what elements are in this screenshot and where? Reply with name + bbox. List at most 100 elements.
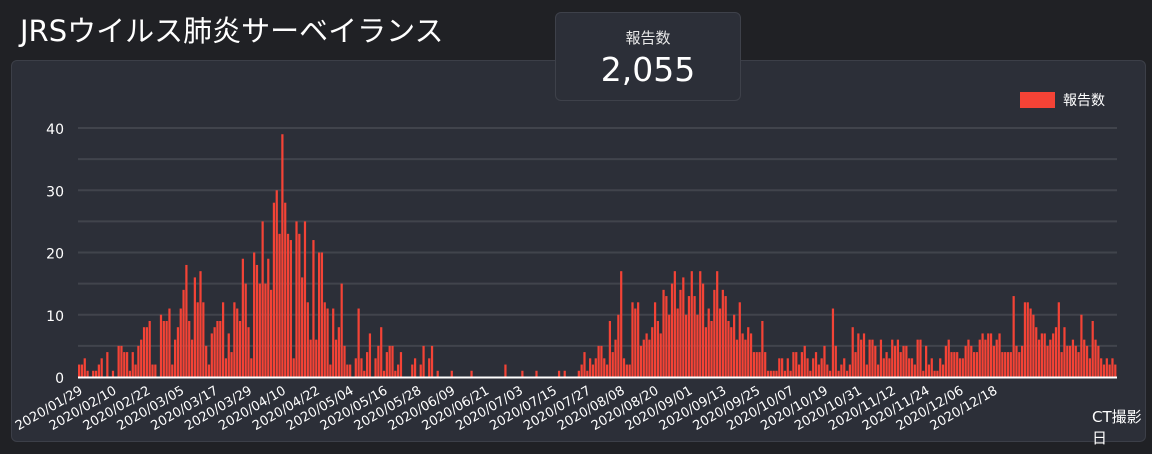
bar[interactable] bbox=[205, 345, 208, 378]
bar[interactable] bbox=[86, 370, 89, 377]
bar[interactable] bbox=[885, 352, 888, 377]
bar[interactable] bbox=[656, 320, 660, 377]
bar[interactable] bbox=[831, 308, 835, 377]
bar[interactable] bbox=[648, 339, 651, 377]
bar[interactable] bbox=[826, 364, 829, 377]
bar[interactable] bbox=[295, 221, 298, 378]
bar[interactable] bbox=[622, 358, 626, 377]
bar[interactable] bbox=[179, 308, 182, 377]
bar[interactable] bbox=[315, 339, 318, 377]
bar[interactable] bbox=[899, 352, 902, 377]
bar[interactable] bbox=[193, 277, 196, 377]
bar[interactable] bbox=[1018, 352, 1021, 377]
bar[interactable] bbox=[665, 296, 668, 377]
bar[interactable] bbox=[925, 345, 928, 378]
bar[interactable] bbox=[586, 370, 589, 377]
bar[interactable] bbox=[679, 289, 682, 377]
bar[interactable] bbox=[557, 370, 561, 377]
bar[interactable] bbox=[653, 302, 657, 377]
bar[interactable] bbox=[611, 352, 614, 377]
bar[interactable] bbox=[428, 358, 431, 377]
bar[interactable] bbox=[1077, 352, 1080, 377]
bar[interactable] bbox=[219, 320, 222, 377]
bar[interactable] bbox=[165, 320, 168, 377]
bar[interactable] bbox=[286, 233, 290, 377]
bar[interactable] bbox=[1054, 327, 1058, 377]
bar[interactable] bbox=[78, 364, 81, 377]
bar[interactable] bbox=[289, 240, 292, 377]
bar[interactable] bbox=[651, 327, 654, 377]
bar[interactable] bbox=[639, 345, 643, 378]
bar[interactable] bbox=[741, 333, 744, 377]
bar[interactable] bbox=[264, 283, 267, 378]
bar[interactable] bbox=[998, 333, 1001, 377]
bar[interactable] bbox=[391, 345, 394, 378]
bar[interactable] bbox=[148, 320, 151, 377]
bar[interactable] bbox=[905, 345, 908, 378]
bar[interactable] bbox=[687, 296, 691, 377]
bar[interactable] bbox=[1001, 352, 1004, 377]
bar[interactable] bbox=[933, 370, 936, 377]
bar[interactable] bbox=[159, 314, 163, 377]
bar[interactable] bbox=[975, 352, 979, 377]
bar[interactable] bbox=[727, 320, 730, 377]
bar[interactable] bbox=[617, 314, 620, 377]
bar[interactable] bbox=[422, 345, 425, 378]
bar[interactable] bbox=[964, 345, 967, 378]
bar[interactable] bbox=[922, 370, 925, 377]
bar[interactable] bbox=[947, 339, 950, 377]
bar[interactable] bbox=[755, 352, 758, 377]
bar[interactable] bbox=[995, 339, 998, 377]
bar[interactable] bbox=[368, 333, 372, 377]
bar[interactable] bbox=[992, 345, 995, 378]
bar[interactable] bbox=[597, 345, 600, 378]
bar[interactable] bbox=[377, 345, 380, 378]
bar[interactable] bbox=[879, 339, 883, 377]
bar[interactable] bbox=[829, 370, 832, 377]
bar[interactable] bbox=[696, 314, 699, 377]
bar[interactable] bbox=[1015, 345, 1018, 378]
bar[interactable] bbox=[244, 283, 247, 378]
bar[interactable] bbox=[987, 333, 990, 377]
bar[interactable] bbox=[781, 358, 784, 377]
bar[interactable] bbox=[140, 339, 143, 377]
bar[interactable] bbox=[207, 364, 211, 377]
bar[interactable] bbox=[354, 358, 357, 377]
bar[interactable] bbox=[188, 320, 191, 377]
bar[interactable] bbox=[944, 345, 947, 378]
bar[interactable] bbox=[580, 364, 583, 377]
bar[interactable] bbox=[1037, 339, 1041, 377]
bar[interactable] bbox=[916, 339, 919, 377]
bar[interactable] bbox=[236, 308, 239, 377]
bar[interactable] bbox=[1049, 339, 1052, 377]
bar[interactable] bbox=[749, 333, 753, 377]
bar[interactable] bbox=[792, 352, 795, 377]
bar[interactable] bbox=[216, 320, 219, 377]
bar[interactable] bbox=[865, 364, 868, 377]
bar[interactable] bbox=[411, 364, 414, 377]
bar[interactable] bbox=[284, 202, 287, 377]
bar[interactable] bbox=[250, 358, 253, 377]
bar[interactable] bbox=[614, 339, 617, 377]
bar[interactable] bbox=[337, 327, 340, 377]
bar[interactable] bbox=[1114, 364, 1117, 377]
bar[interactable] bbox=[385, 352, 388, 377]
bar[interactable] bbox=[247, 327, 250, 377]
bar[interactable] bbox=[668, 314, 671, 377]
bar[interactable] bbox=[927, 364, 931, 377]
bar[interactable] bbox=[1097, 345, 1100, 378]
bar[interactable] bbox=[298, 233, 301, 377]
bar[interactable] bbox=[936, 370, 939, 377]
bar[interactable] bbox=[272, 202, 276, 377]
bar[interactable] bbox=[332, 308, 335, 377]
bar[interactable] bbox=[134, 364, 137, 377]
bar[interactable] bbox=[1006, 352, 1010, 377]
bar[interactable] bbox=[772, 370, 775, 377]
bar[interactable] bbox=[857, 333, 860, 377]
bar[interactable] bbox=[1029, 308, 1032, 377]
bar[interactable] bbox=[766, 370, 770, 377]
bar[interactable] bbox=[162, 320, 165, 377]
bar[interactable] bbox=[882, 358, 885, 377]
bar[interactable] bbox=[436, 370, 439, 377]
bar[interactable] bbox=[634, 308, 637, 377]
